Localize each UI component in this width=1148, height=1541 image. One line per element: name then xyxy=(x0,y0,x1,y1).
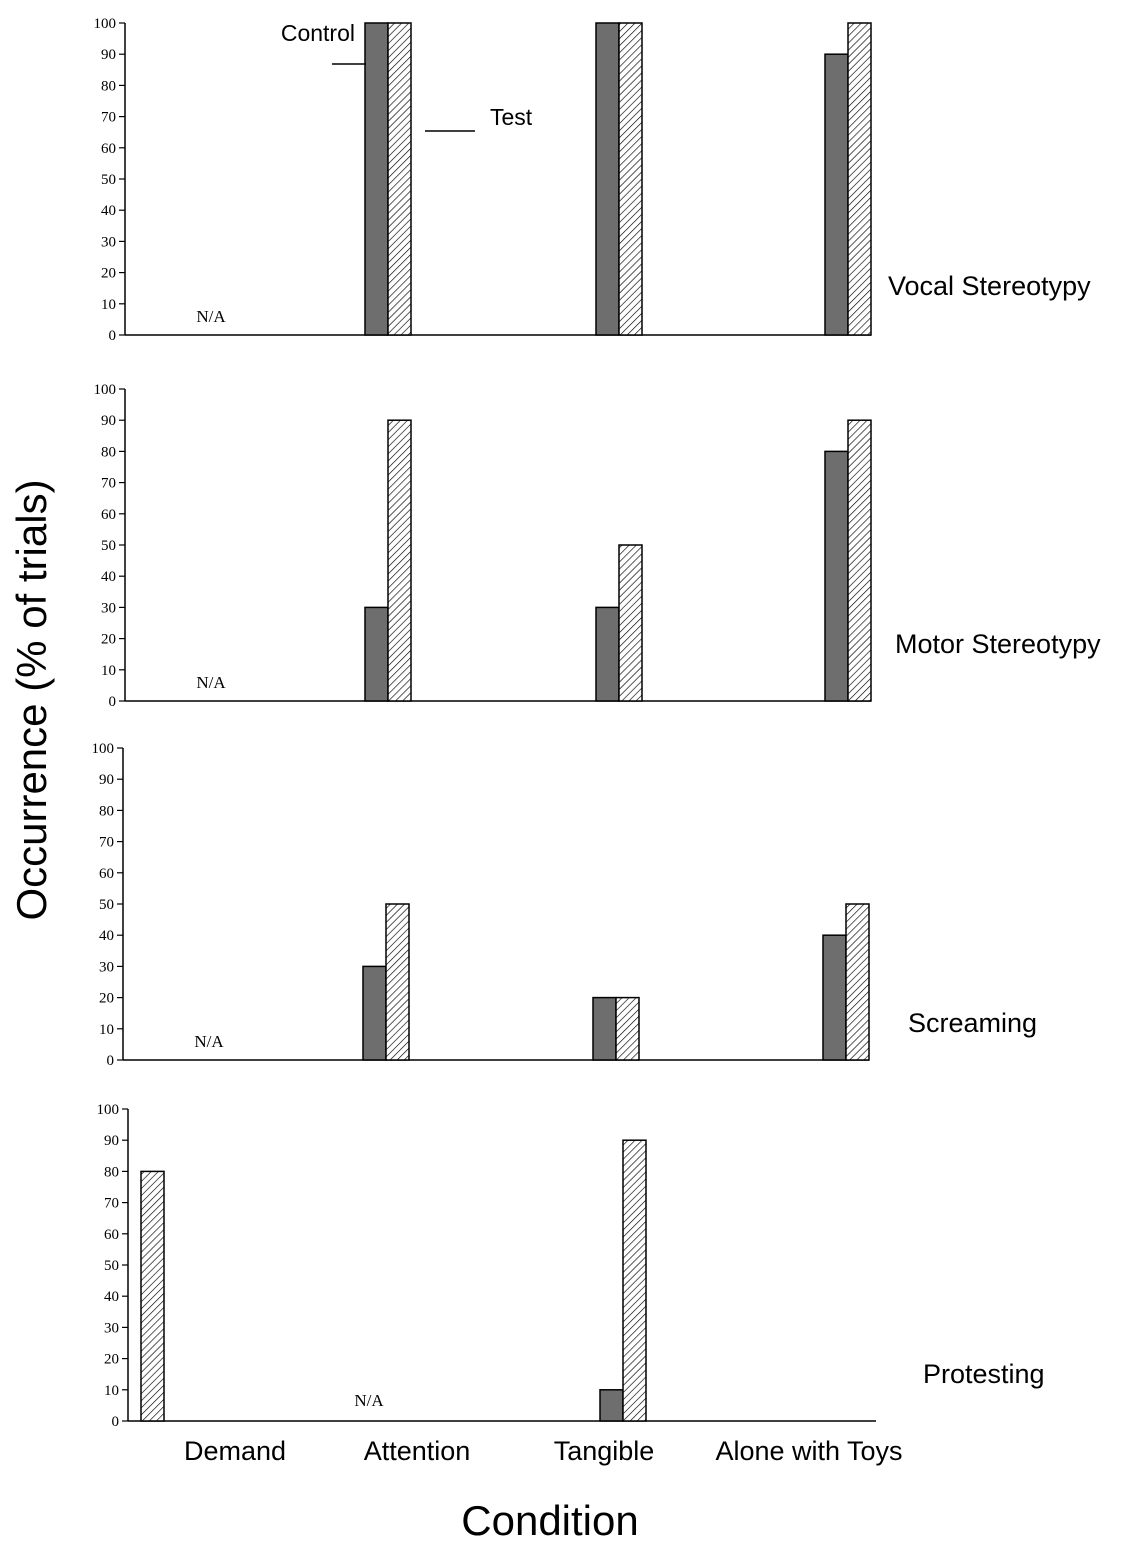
panel-vocal-stereotypy: 0 10 20 30 40 50 60 70 80 90 100 N/A Vocal Stereotyp… xyxy=(94,16,1092,344)
bar-control xyxy=(364,606,389,702)
y-tick-label: 90 xyxy=(104,1133,119,1149)
panel-protesting: 0 10 20 30 40 50 60 70 80 90 100 N/A Protesting xyxy=(97,1102,1045,1430)
y-tick-label: 80 xyxy=(99,803,114,819)
y-tick-label: 10 xyxy=(101,297,116,313)
x-axis-title: Condition xyxy=(461,1497,638,1541)
category-label-demand: Demand xyxy=(184,1436,286,1466)
y-tick-label: 0 xyxy=(109,694,117,710)
y-tick-label: 30 xyxy=(104,1320,119,1336)
y-tick-label: 70 xyxy=(101,110,116,126)
y-tick-label: 30 xyxy=(101,600,116,616)
y-tick-label: 70 xyxy=(104,1196,119,1212)
category-label-tangible: Tangible xyxy=(554,1436,655,1466)
y-tick-label: 90 xyxy=(101,47,116,63)
legend-control-label: Control xyxy=(281,20,355,46)
y-tick-label: 40 xyxy=(101,203,116,219)
y-tick-label: 80 xyxy=(104,1164,119,1180)
y-tick-label: 70 xyxy=(99,835,114,851)
y-tick-label: 70 xyxy=(101,476,116,492)
bar-test xyxy=(847,419,872,702)
y-tick-label: 90 xyxy=(101,413,116,429)
y-tick-label: 60 xyxy=(101,507,116,523)
legend: Control Test xyxy=(281,20,533,132)
y-tick-label: 50 xyxy=(104,1258,119,1274)
y-tick-label: 40 xyxy=(99,928,114,944)
bar-test xyxy=(615,996,640,1061)
bar-test xyxy=(622,1139,647,1422)
bar-test xyxy=(385,903,410,1061)
y-tick-label: 60 xyxy=(99,866,114,882)
bar-control xyxy=(824,450,849,702)
bar-test xyxy=(387,22,412,336)
category-label-alone-with-toys: Alone with Toys xyxy=(715,1436,902,1466)
bar-control xyxy=(824,53,849,336)
y-tick-label: 80 xyxy=(101,78,116,94)
y-tick-label: 20 xyxy=(104,1352,119,1368)
y-tick-label: 100 xyxy=(92,741,115,757)
y-tick-label: 20 xyxy=(99,991,114,1007)
y-tick-label: 80 xyxy=(101,444,116,460)
y-tick-label: 40 xyxy=(101,569,116,585)
y-tick-label: 30 xyxy=(99,959,114,975)
panel-label: Protesting xyxy=(923,1359,1045,1389)
bar-control xyxy=(595,22,620,336)
bar-test xyxy=(140,1170,165,1422)
bar-control xyxy=(599,1389,624,1422)
y-tick-label: 50 xyxy=(99,897,114,913)
na-label: N/A xyxy=(354,1391,384,1410)
y-tick-label: 10 xyxy=(99,1022,114,1038)
panel-label: Motor Stereotypy xyxy=(895,629,1101,659)
legend-test-label: Test xyxy=(490,104,533,130)
bar-test xyxy=(845,903,870,1061)
bar-control xyxy=(364,22,389,336)
bar-test xyxy=(618,22,643,336)
panel-label: Screaming xyxy=(908,1008,1037,1038)
category-label-attention: Attention xyxy=(364,1436,471,1466)
y-axis-title: Occurrence (% of trials) xyxy=(8,479,55,920)
y-tick-label: 10 xyxy=(101,663,116,679)
y-tick-label: 60 xyxy=(104,1227,119,1243)
bar-control xyxy=(362,965,387,1061)
bar-test xyxy=(847,22,872,336)
y-tick-label: 50 xyxy=(101,172,116,188)
panel-motor-stereotypy: 0 10 20 30 40 50 60 70 80 90 100 N/A Motor Stereotyp… xyxy=(94,382,1102,710)
bar-control xyxy=(822,934,847,1061)
na-label: N/A xyxy=(196,673,226,692)
y-tick-label: 40 xyxy=(104,1289,119,1305)
y-tick-label: 100 xyxy=(97,1102,120,1118)
y-tick-label: 20 xyxy=(101,632,116,648)
y-tick-label: 100 xyxy=(94,382,117,398)
y-tick-label: 50 xyxy=(101,538,116,554)
bar-control xyxy=(592,996,617,1061)
bar-test xyxy=(387,419,412,702)
y-tick-label: 60 xyxy=(101,141,116,157)
y-tick-label: 0 xyxy=(109,328,117,344)
bar-test xyxy=(618,544,643,702)
x-category-labels: Demand Attention Tangible Alone with Toy… xyxy=(184,1436,903,1466)
panel-screaming: 0 10 20 30 40 50 60 70 80 90 100 N/A Screaming xyxy=(92,741,1038,1069)
bar-control xyxy=(595,606,620,702)
y-tick-label: 0 xyxy=(107,1053,115,1069)
y-tick-label: 90 xyxy=(99,772,114,788)
y-tick-label: 30 xyxy=(101,234,116,250)
panel-label: Vocal Stereotypy xyxy=(888,271,1091,301)
y-tick-label: 0 xyxy=(112,1414,120,1430)
na-label: N/A xyxy=(194,1032,224,1051)
na-label: N/A xyxy=(196,307,226,326)
y-tick-label: 10 xyxy=(104,1383,119,1399)
y-tick-label: 100 xyxy=(94,16,117,32)
y-tick-label: 20 xyxy=(101,266,116,282)
